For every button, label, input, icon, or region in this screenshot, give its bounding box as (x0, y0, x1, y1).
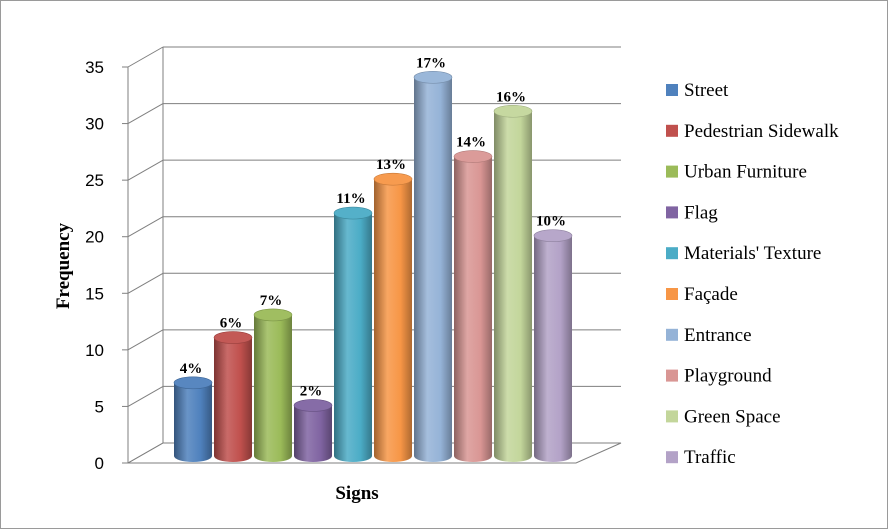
legend-label: Entrance (684, 325, 752, 346)
data-labels: 4% 6% 7% 2% 11% 13% 17% 14% 16% 10% (180, 55, 566, 399)
legend-swatch (666, 247, 678, 260)
bar-body (174, 382, 212, 462)
bar-top (253, 308, 293, 322)
bar-body (454, 156, 492, 462)
legend-item: Street (666, 80, 729, 101)
y-tick-label: 0 (95, 454, 104, 473)
legend-label: Façade (684, 284, 738, 305)
legend-swatch (666, 451, 678, 464)
bar-flag (293, 399, 333, 462)
legend-item: Traffic (666, 447, 736, 468)
gridline-side (127, 103, 164, 125)
gridline-side (127, 272, 164, 294)
legend-swatch (666, 288, 678, 300)
data-label: 17% (416, 55, 446, 71)
bar-entrance (413, 71, 453, 463)
bar-body (334, 213, 372, 462)
bar-green-space (493, 104, 533, 462)
legend-item: Green Space (666, 406, 781, 427)
legend-item: Urban Furniture (666, 162, 807, 183)
y-tick-label: 30 (85, 115, 104, 134)
bar-top (413, 71, 453, 84)
legend-swatch (666, 206, 678, 219)
data-label: 7% (260, 293, 283, 309)
bar-body (254, 314, 292, 462)
legend-swatch (666, 328, 678, 341)
bar-top (453, 150, 493, 163)
data-label: 16% (496, 89, 526, 105)
bar-fa-ade (373, 172, 413, 462)
legend-swatch (666, 410, 678, 423)
legend-item: Entrance (666, 325, 752, 346)
bar-top (333, 206, 373, 220)
legend-item: Pedestrian Sidewalk (666, 121, 839, 142)
y-tick-label: 25 (85, 171, 104, 190)
legend-label: Urban Furniture (684, 162, 807, 183)
data-label: 6% (220, 316, 243, 332)
data-label: 2% (300, 383, 323, 399)
gridline-side (127, 385, 164, 407)
bar-body (214, 337, 252, 462)
legend-item: Playground (666, 366, 772, 387)
bar-top (493, 104, 533, 118)
legend-item: Materials' Texture (666, 243, 821, 264)
x-axis-title: Signs (335, 483, 378, 504)
bar-body (294, 405, 332, 462)
bar-body (414, 77, 452, 463)
data-label: 13% (376, 157, 406, 173)
data-label: 4% (180, 361, 203, 377)
bar-pedestrian-sidewalk (213, 331, 253, 462)
legend-label: Materials' Texture (684, 243, 821, 264)
legend-label: Pedestrian Sidewalk (684, 121, 839, 142)
bars (173, 71, 573, 463)
bar-body (374, 179, 412, 462)
legend-item: Flag (666, 202, 718, 223)
bar-top (213, 331, 253, 344)
gridline-side (127, 329, 164, 351)
y-tick-label: 35 (85, 58, 104, 77)
floor (126, 442, 622, 464)
y-tick-label: 20 (85, 228, 104, 247)
legend-item: Façade (666, 284, 738, 305)
bar-body (534, 235, 572, 462)
legend-label: Green Space (684, 406, 781, 427)
bar-materials-texture (333, 206, 373, 462)
legend-swatch (666, 124, 678, 137)
bar-top (173, 376, 213, 390)
legend-swatch (666, 165, 678, 178)
y-axis: 0 5 10 15 20 25 30 35 (85, 47, 164, 473)
bar-street (173, 376, 213, 462)
legend: Street Pedestrian Sidewalk Urban Furniture… (666, 80, 839, 468)
y-tick-label: 5 (95, 397, 104, 416)
bar-urban-furniture (253, 308, 293, 462)
gridline-side (127, 159, 164, 181)
y-tick-label: 10 (85, 341, 104, 360)
data-label: 11% (336, 191, 365, 207)
bar-top (533, 229, 573, 243)
gridline-side (127, 216, 164, 238)
y-tick-label: 15 (85, 284, 104, 303)
legend-label: Playground (684, 366, 772, 387)
legend-swatch (666, 369, 678, 382)
legend-swatch (666, 84, 678, 96)
data-label: 10% (536, 214, 566, 230)
bar-playground (453, 150, 493, 462)
bar-top (373, 172, 413, 186)
bar-body (494, 111, 532, 462)
data-label: 14% (456, 135, 486, 151)
bar-top (293, 399, 333, 412)
legend-label: Traffic (684, 447, 736, 468)
bar-traffic (533, 229, 573, 462)
y-axis-title: Frequency (53, 222, 74, 309)
gridline-side (127, 46, 164, 68)
legend-label: Flag (684, 202, 718, 223)
legend-label: Street (684, 80, 729, 101)
